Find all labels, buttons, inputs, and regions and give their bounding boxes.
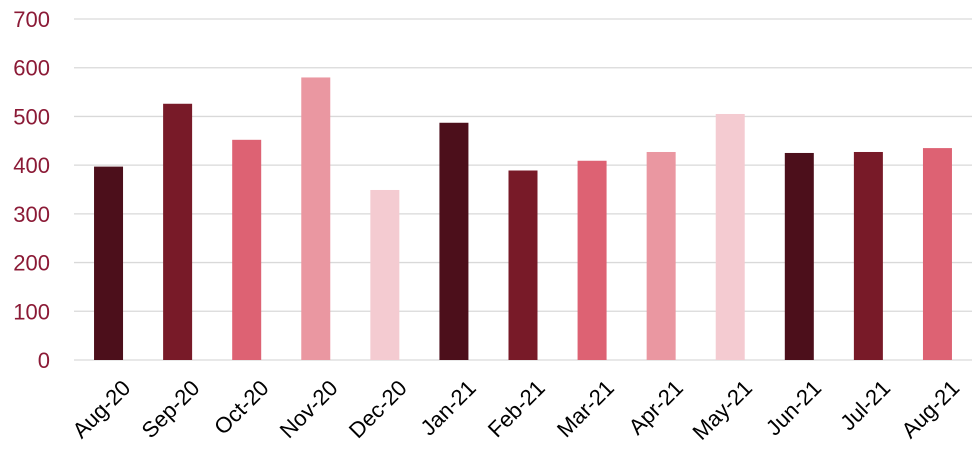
- bar-feb-21: [508, 170, 538, 360]
- bar-jan-21: [439, 122, 469, 360]
- x-tick-label: Mar-21: [552, 375, 619, 442]
- x-tick-label: Sep-20: [137, 375, 205, 443]
- y-tick-label: 200: [13, 251, 50, 276]
- y-tick-label: 0: [38, 348, 50, 373]
- bar-dec-20: [370, 189, 400, 360]
- y-tick-label: 400: [13, 153, 50, 178]
- x-tick-label: Aug-21: [896, 375, 964, 443]
- x-tick-label: Jan-21: [416, 375, 481, 440]
- y-tick-label: 300: [13, 202, 50, 227]
- x-tick-label: Oct-20: [209, 375, 273, 439]
- x-tick-label: Jun-21: [761, 375, 826, 440]
- y-tick-label: 700: [13, 7, 50, 32]
- bar-aug-21: [922, 148, 952, 360]
- bar-mar-21: [577, 160, 607, 360]
- bar-sep-20: [163, 103, 193, 361]
- bar-jul-21: [853, 151, 883, 360]
- y-tick-label: 100: [13, 299, 50, 324]
- y-tick-label: 500: [13, 104, 50, 129]
- x-tick-label: Nov-20: [275, 375, 343, 443]
- bar-oct-20: [232, 139, 262, 360]
- bar-nov-20: [301, 77, 331, 360]
- x-axis-tick-labels: Aug-20 Sep-20 Oct-20 Nov-20 Dec-20 Jan-21 Feb-…: [68, 375, 965, 445]
- bar-may-21: [715, 113, 745, 360]
- x-tick-label: Apr-21: [624, 375, 688, 439]
- x-tick-label: Dec-20: [344, 375, 412, 443]
- bar-jun-21: [784, 152, 814, 360]
- x-tick-label: Feb-21: [483, 375, 550, 442]
- x-tick-label: May-21: [688, 375, 758, 445]
- x-tick-label: Jul-21: [835, 375, 895, 435]
- bar-aug-20: [94, 166, 124, 360]
- y-tick-label: 600: [13, 56, 50, 81]
- y-axis-tick-labels: 0 100 200 300 400 500 600 700: [13, 7, 50, 373]
- x-tick-label: Aug-20: [68, 375, 136, 443]
- bar-apr-21: [646, 151, 676, 360]
- bars: [94, 77, 952, 361]
